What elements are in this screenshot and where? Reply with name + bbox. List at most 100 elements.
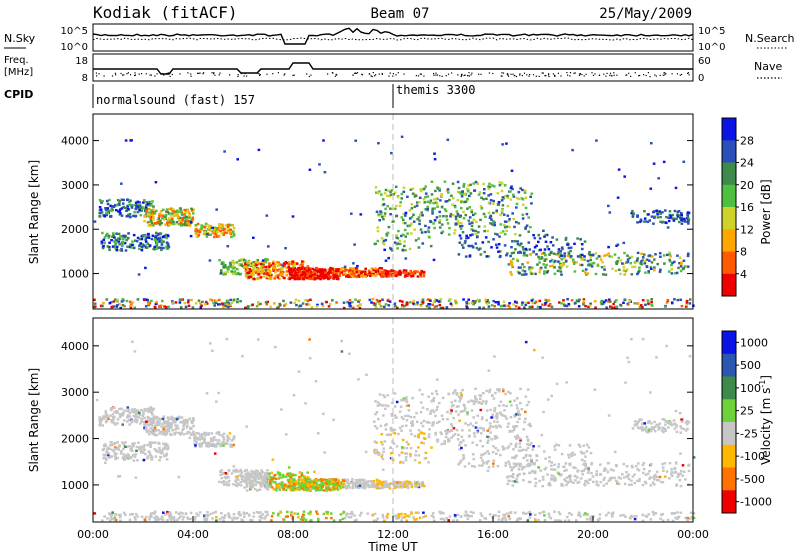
nave-dot	[98, 73, 100, 75]
data-cell	[334, 478, 338, 481]
data-cell	[487, 301, 490, 304]
data-cell	[509, 262, 513, 265]
data-cell	[292, 264, 295, 268]
data-cell	[474, 229, 477, 233]
nave-dot	[544, 75, 546, 77]
data-cell	[505, 254, 508, 257]
data-cell	[115, 248, 119, 252]
data-cell	[106, 199, 109, 203]
data-cell	[395, 400, 399, 404]
data-cell	[385, 485, 388, 488]
data-cell	[360, 482, 363, 485]
data-cell	[543, 248, 547, 251]
data-cell	[596, 264, 600, 267]
data-cell	[458, 234, 462, 237]
data-cell	[226, 303, 230, 306]
data-cell	[264, 266, 267, 269]
data-cell	[230, 235, 233, 239]
nave-dot	[163, 74, 165, 76]
data-cell	[418, 461, 421, 464]
cpid-label: CPID	[4, 88, 33, 101]
data-cell	[656, 262, 659, 266]
data-cell	[395, 485, 399, 489]
data-cell	[418, 196, 422, 199]
data-cell	[376, 239, 380, 243]
data-cell	[378, 482, 381, 486]
data-cell	[509, 186, 513, 190]
data-cell	[191, 216, 195, 219]
data-cell	[103, 236, 107, 239]
data-cell	[199, 302, 202, 305]
data-cell	[236, 478, 240, 481]
data-cell	[277, 263, 281, 266]
data-cell	[600, 302, 603, 306]
data-cell	[158, 212, 161, 216]
nave-dot	[606, 72, 608, 74]
data-cell	[404, 414, 407, 418]
data-cell	[114, 447, 117, 451]
data-cell	[404, 458, 408, 462]
data-cell	[118, 237, 122, 241]
data-cell	[211, 226, 214, 230]
data-cell	[295, 269, 299, 272]
data-cell	[432, 300, 436, 303]
data-cell	[588, 264, 592, 267]
data-cell	[102, 417, 105, 420]
data-cell	[186, 222, 189, 225]
nave-dot	[507, 73, 509, 75]
data-cell	[115, 232, 118, 235]
data-cell	[192, 430, 195, 434]
data-cell	[448, 430, 451, 433]
data-cell	[247, 473, 250, 476]
data-cell	[399, 242, 402, 246]
data-cell	[668, 210, 672, 213]
data-cell	[354, 486, 358, 489]
nave-dot	[156, 73, 158, 75]
data-cell	[331, 267, 334, 270]
data-cell	[145, 201, 148, 204]
data-cell	[678, 478, 682, 482]
data-cell	[162, 442, 165, 445]
nave-dot	[361, 73, 363, 75]
data-cell	[154, 302, 158, 306]
data-cell	[212, 443, 216, 446]
data-cell	[257, 261, 260, 265]
data-cell	[200, 433, 204, 436]
data-cell	[291, 260, 294, 263]
data-cell	[374, 413, 377, 416]
data-cell	[182, 427, 185, 430]
data-cell	[240, 477, 244, 480]
data-cell	[250, 469, 253, 473]
data-cell	[167, 223, 171, 226]
data-cell	[457, 222, 461, 225]
data-cell	[667, 216, 670, 219]
data-cell	[462, 439, 465, 442]
data-cell	[449, 412, 453, 415]
data-cell	[259, 268, 262, 271]
nave-dot	[272, 73, 274, 75]
data-cell	[109, 204, 112, 207]
data-cell	[194, 223, 198, 227]
data-cell	[393, 405, 397, 408]
nave-dot	[681, 73, 683, 76]
data-cell	[268, 480, 272, 483]
nave-dot	[129, 74, 132, 76]
data-cell	[459, 200, 463, 204]
nave-dot	[569, 75, 571, 77]
nave-dot	[665, 73, 667, 75]
data-cell	[491, 184, 494, 187]
data-cell	[147, 236, 151, 239]
data-cell	[383, 485, 387, 489]
data-cell	[578, 263, 582, 267]
data-cell	[499, 213, 502, 217]
data-cell	[363, 487, 367, 490]
data-cell	[306, 299, 310, 302]
nave-dot	[609, 74, 611, 76]
data-cell	[104, 457, 108, 460]
data-cell	[311, 485, 315, 488]
data-cell	[443, 208, 447, 211]
data-cell	[183, 216, 186, 219]
colorbar-tick-label: 12	[740, 223, 754, 236]
data-cell	[410, 232, 413, 235]
data-cell	[190, 209, 194, 212]
